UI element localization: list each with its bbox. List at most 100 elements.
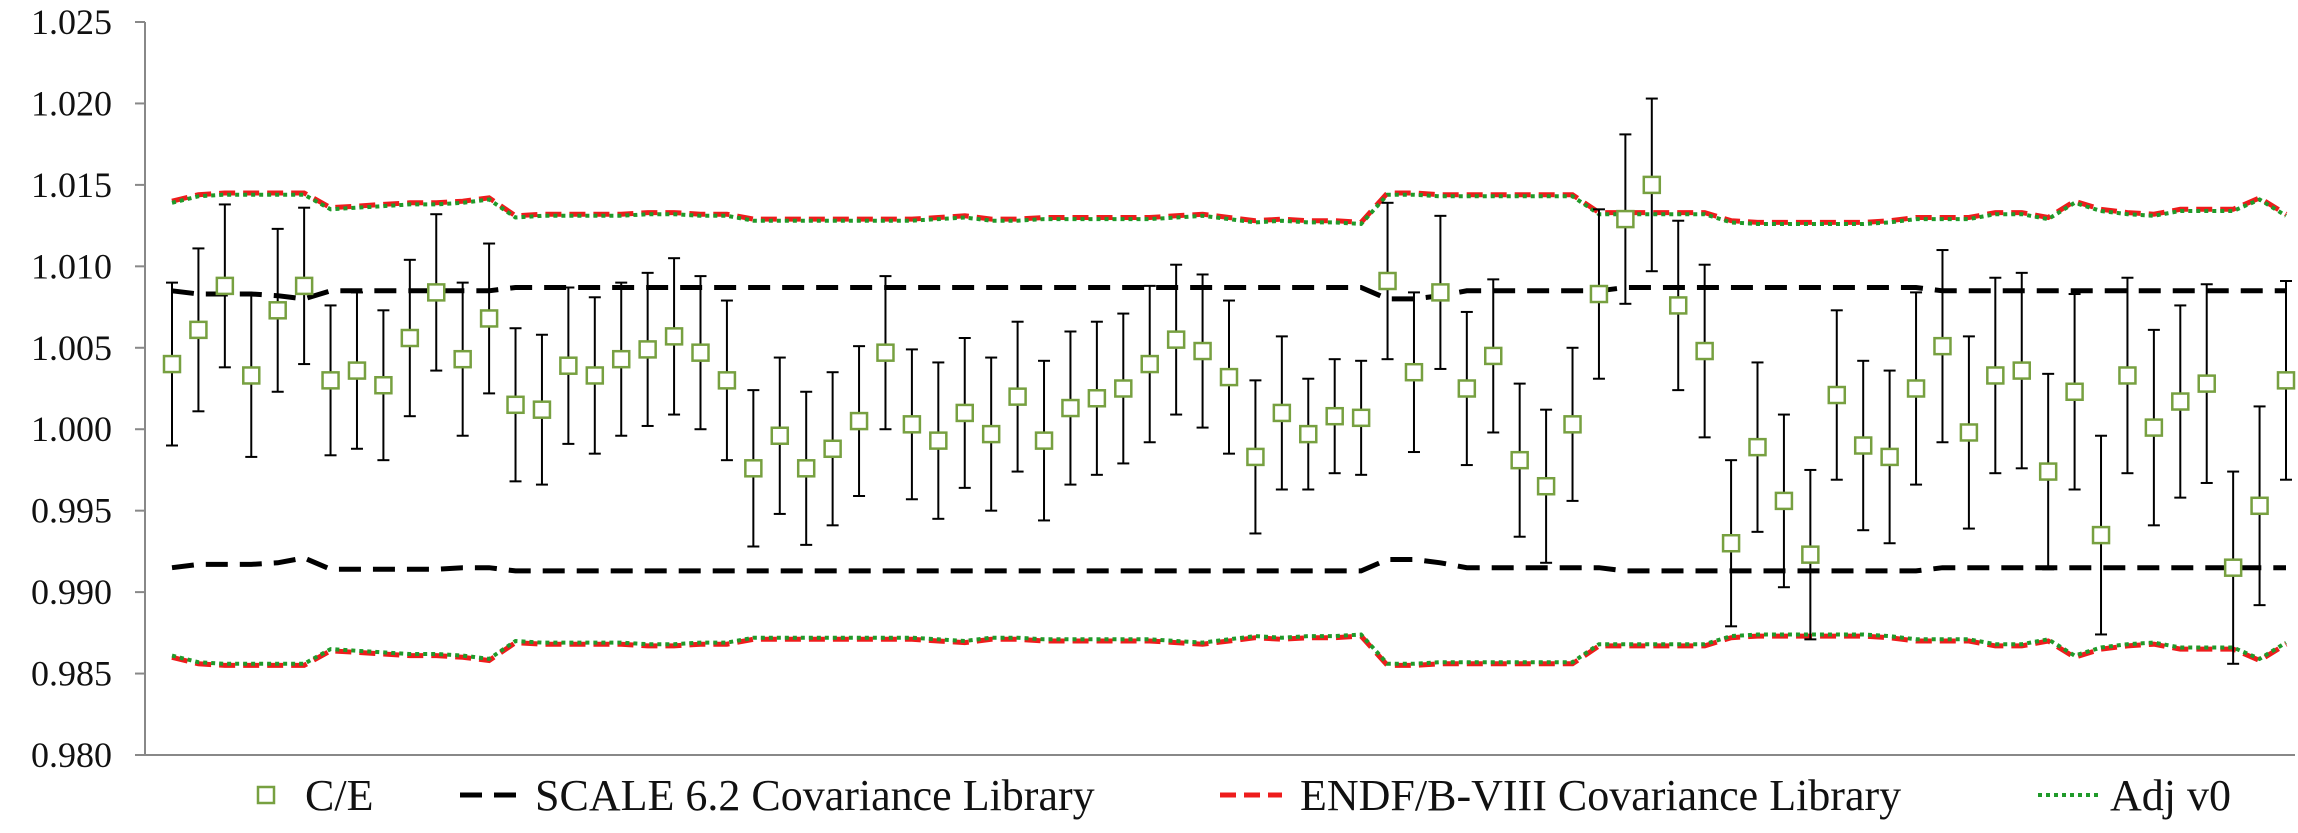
ce-point (215, 276, 235, 296)
ce-point (506, 395, 525, 415)
legend: C/E SCALE 6.2 Covariance Library ENDF/B-VI… (256, 771, 2231, 820)
y-tick-label: 1.020 (31, 83, 112, 123)
ce-point (1272, 403, 1292, 423)
ce-point (479, 309, 499, 328)
legend-label: SCALE 6.2 Covariance Library (535, 771, 1095, 820)
ce-point (1906, 379, 1926, 398)
ce-point (1721, 533, 1741, 553)
ce-point (427, 283, 446, 302)
ce-point (1774, 491, 1794, 511)
ce-point (2065, 382, 2084, 402)
ce-point (1853, 436, 1873, 455)
ce-point (1933, 336, 1952, 356)
ce-point (1087, 389, 1107, 408)
ce-point (294, 276, 314, 296)
ce-point (189, 320, 208, 340)
y-tick-label: 0.985 (31, 654, 112, 694)
ce-point (1589, 284, 1609, 304)
ce-point (981, 424, 1001, 444)
ce-point (1827, 385, 1847, 405)
y-axis: 1.025 1.020 1.015 1.010 1.005 1.000 0.995 0.990… (31, 2, 146, 775)
ce-markers (162, 175, 2296, 577)
ce-point (321, 371, 340, 390)
ce-point (611, 349, 631, 369)
ce-point (2276, 371, 2296, 390)
ce-point (664, 327, 684, 346)
ce-point (1193, 341, 1212, 361)
y-tick-label: 1.025 (31, 2, 112, 42)
ce-point (400, 328, 420, 348)
ce-point (2118, 366, 2137, 385)
legend-item-endf: ENDF/B-VIII Covariance Library (1220, 771, 1901, 820)
y-tick-label: 0.995 (31, 491, 112, 531)
ce-point (347, 361, 367, 380)
ce-point (2171, 392, 2190, 411)
ce-point (929, 431, 948, 450)
ce-point (1536, 476, 1556, 496)
ce-point (2091, 525, 2111, 545)
ce-point (770, 426, 790, 445)
ce-point (1166, 330, 1186, 349)
adj-lower-line (171, 632, 2288, 666)
y-tick-label: 1.000 (31, 409, 112, 449)
ce-point (1986, 366, 2005, 385)
ce-point (691, 343, 710, 362)
ce-point (1378, 271, 1397, 291)
ce-point (744, 459, 763, 478)
ce-point (1801, 545, 1820, 564)
ce-point (1351, 408, 1371, 428)
y-tick-label: 1.010 (31, 246, 112, 286)
endf-lower-line (171, 633, 2288, 668)
ce-point (823, 439, 842, 459)
ce-point (1061, 398, 1080, 418)
legend-label: Adj v0 (2110, 771, 2231, 820)
ce-point (1642, 175, 1662, 195)
ce-point (1404, 362, 1424, 382)
ce-point (849, 411, 869, 431)
legend-ce-swatch (256, 785, 276, 805)
y-tick-label: 0.990 (31, 572, 112, 612)
ce-point (1695, 341, 1714, 361)
ce-point (2197, 374, 2216, 393)
ce-point (532, 400, 552, 419)
ce-point (1748, 437, 1767, 457)
ce-point (1431, 283, 1450, 302)
ce-point (717, 371, 737, 390)
legend-item-adj: Adj v0 (2038, 771, 2231, 820)
ce-point (876, 343, 895, 362)
ce-point (559, 356, 578, 375)
ce-point (1034, 431, 1054, 450)
y-tick-label: 1.015 (31, 165, 112, 205)
ce-point (796, 459, 816, 478)
adj-upper-line (171, 192, 2288, 227)
scale-upper-line (171, 285, 2286, 302)
ce-point (242, 366, 261, 385)
ce-point (1616, 209, 1635, 229)
ce-point (955, 403, 974, 423)
ce-point (1299, 424, 1318, 444)
ce-point (1246, 447, 1265, 467)
legend-item-scale: SCALE 6.2 Covariance Library (460, 771, 1095, 820)
ce-point (585, 366, 605, 385)
ce-point (1484, 346, 1503, 366)
legend-item-ce: C/E (256, 771, 373, 820)
ce-point (162, 354, 182, 374)
ce-point (1668, 296, 1688, 315)
ce-point (2038, 462, 2058, 481)
ce-point (1457, 379, 1477, 398)
ce-point (1219, 367, 1239, 387)
ce-point (268, 301, 287, 320)
ce-point (1140, 354, 1159, 374)
ce-point (1959, 423, 1979, 442)
endf-upper-line (171, 190, 2288, 225)
ce-point (453, 349, 472, 369)
ce-point (1880, 447, 1899, 467)
ce-point (2250, 496, 2269, 516)
y-tick-label: 0.980 (31, 735, 112, 775)
ce-point (1510, 450, 1529, 470)
uncertainty-bands (171, 190, 2288, 668)
y-tick-label: 1.005 (31, 328, 112, 368)
ce-point (2223, 558, 2243, 577)
ce-point (2144, 418, 2164, 437)
